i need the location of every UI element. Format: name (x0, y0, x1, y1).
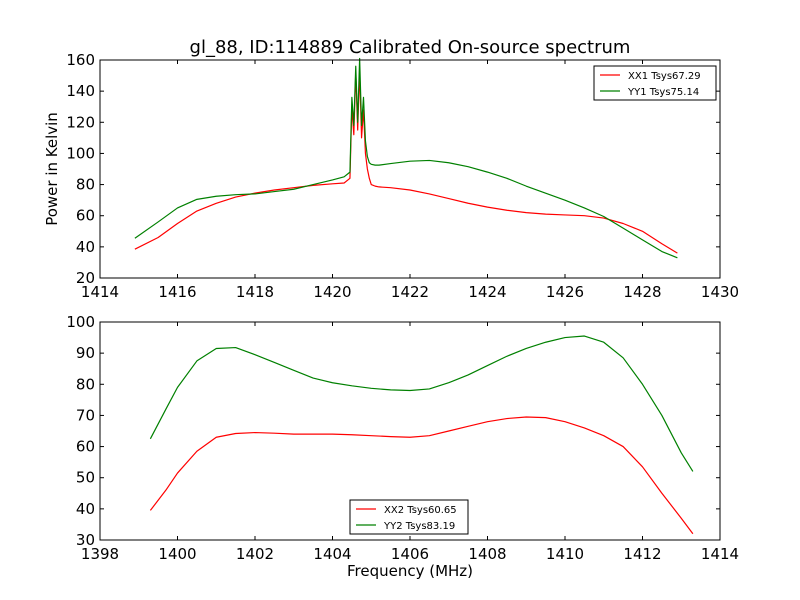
legend: XX2 Tsys60.65 YY2 Tsys83.19 (349, 499, 469, 535)
x-tick-label: 1408 (468, 545, 506, 563)
y-tick-label: 30 (76, 531, 95, 549)
x-tick-label: 1420 (313, 283, 351, 301)
x-tick-label: 1422 (391, 283, 429, 301)
y-tick-label: 60 (76, 207, 95, 225)
series-line-1-1 (134, 70, 678, 254)
series-line-2-1 (149, 416, 694, 535)
x-tick-label: 1430 (701, 283, 739, 301)
legend-entry: XX2 Tsys60.65 (384, 505, 457, 516)
legend-box (349, 499, 469, 535)
y-tick-label: 70 (76, 406, 95, 424)
x-axis-label: Frequency (MHz) (347, 562, 473, 580)
x-tick-label: 1416 (158, 283, 196, 301)
y-tick-label: 100 (66, 313, 95, 331)
legend-entry: YY2 Tsys83.19 (383, 521, 455, 532)
x-tick-label: 1414 (81, 283, 119, 301)
y-tick-label: 120 (66, 113, 95, 131)
x-tick-label: 1404 (313, 545, 351, 563)
series-line-2-2 (149, 335, 694, 472)
subplot-1: 1414 1416 1418 1420 1422 1424 1426 1428 1430 20 40… (43, 51, 739, 301)
x-tick-label: 1414 (701, 545, 739, 563)
legend-entry: XX1 Tsys67.29 (628, 71, 701, 82)
x-tick-label: 1424 (468, 283, 506, 301)
x-tick-label: 1412 (623, 545, 661, 563)
y-tick-label: 160 (66, 51, 95, 69)
legend-entry: YY1 Tsys75.14 (627, 87, 699, 98)
y-tick-label: 80 (76, 375, 95, 393)
y-tick-label: 60 (76, 438, 95, 456)
legend: XX1 Tsys67.29 YY1 Tsys75.14 (593, 65, 717, 101)
x-tick-label: 1410 (546, 545, 584, 563)
y-tick-label: 100 (66, 144, 95, 162)
x-tick-label: 1428 (623, 283, 661, 301)
y-tick-label: 20 (76, 269, 95, 287)
y-tick-label: 40 (76, 238, 95, 256)
series-line-1-2 (134, 57, 678, 259)
y-tick-label: 90 (76, 344, 95, 362)
subplot-2: 1398 1400 1402 1404 1406 1408 1410 1412 1414 30 40… (66, 313, 739, 580)
legend-box (593, 65, 717, 101)
x-tick-label: 1426 (546, 283, 584, 301)
x-tick-label: 1398 (81, 545, 119, 563)
x-tick-label: 1400 (158, 545, 196, 563)
y-tick-label: 40 (76, 500, 95, 518)
figure-title: gl_88, ID:114889 Calibrated On-source sp… (190, 37, 631, 58)
y-tick-label: 80 (76, 176, 95, 194)
y-tick-label: 50 (76, 469, 95, 487)
x-tick-label: 1406 (391, 545, 429, 563)
x-tick-label: 1418 (236, 283, 274, 301)
y-axis-label: Power in Kelvin (43, 112, 61, 226)
y-tick-label: 140 (66, 82, 95, 100)
x-tick-label: 1402 (236, 545, 274, 563)
